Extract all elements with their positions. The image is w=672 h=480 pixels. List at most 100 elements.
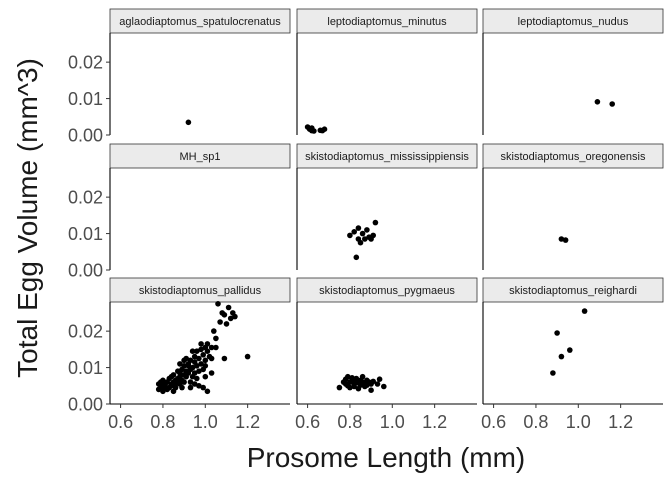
x-tick-label: 0.8 — [523, 412, 548, 432]
y-tick-label: 0.00 — [68, 126, 103, 146]
facet-strip — [482, 277, 664, 303]
data-point — [594, 99, 601, 105]
data-point — [351, 229, 358, 235]
data-point — [191, 353, 198, 360]
data-point — [194, 363, 200, 369]
data-point — [562, 237, 569, 243]
y-axis-title: Total Egg Volume (mm^3) — [12, 58, 43, 378]
facet-strip — [109, 143, 291, 169]
data-point — [204, 388, 211, 395]
facet-panel: aglaodiaptomus_spatulocrenatus 0.00 0.01 0.… — [68, 8, 291, 146]
data-point — [191, 370, 198, 376]
y-tick-label: 0.02 — [68, 53, 103, 73]
data-point — [223, 321, 230, 327]
facet-label: MH_sp1 — [180, 151, 221, 163]
x-axis-title: Prosome Length (mm) — [247, 442, 526, 473]
data-point — [567, 347, 573, 353]
data-point — [355, 225, 362, 231]
data-point — [227, 315, 234, 322]
data-point — [196, 368, 202, 375]
facet-label: skistodiaptomus_pygmaeus — [319, 285, 455, 297]
data-point — [364, 227, 370, 233]
data-point — [183, 355, 189, 362]
data-point — [376, 376, 383, 383]
data-point — [370, 378, 377, 385]
data-point — [200, 384, 206, 391]
data-point — [194, 375, 200, 382]
data-point — [217, 319, 223, 325]
data-point — [353, 375, 360, 382]
y-tick-label: 0.02 — [68, 188, 103, 208]
data-point — [198, 361, 204, 367]
facet-panel: skistodiaptomus_oregonensis — [482, 143, 664, 270]
data-point — [200, 352, 206, 358]
data-point — [213, 344, 219, 351]
data-point — [208, 344, 215, 351]
x-tick-label: 1.0 — [566, 412, 591, 432]
y-tick-label: 0.00 — [68, 261, 103, 281]
facet-strip — [109, 277, 291, 303]
x-tick-label: 0.6 — [481, 412, 506, 432]
x-tick-label: 1.2 — [422, 412, 447, 432]
data-point — [187, 379, 194, 385]
facet-strip — [296, 277, 478, 303]
data-point — [198, 341, 204, 347]
facet-strip — [482, 8, 664, 34]
data-point — [189, 348, 196, 355]
data-point — [554, 330, 560, 336]
data-point — [196, 383, 202, 389]
data-point — [181, 379, 187, 385]
data-point — [353, 254, 360, 261]
data-point — [213, 335, 219, 342]
data-point — [170, 372, 177, 378]
data-point — [374, 381, 381, 387]
facet-panel: leptodiaptomus_nudus — [482, 8, 664, 135]
data-point — [232, 313, 238, 320]
facet-strip — [482, 143, 664, 169]
data-point — [609, 101, 615, 107]
facet-label: skistodiaptomus_oregonensis — [501, 151, 646, 163]
data-point — [319, 127, 326, 134]
x-tick-label: 1.0 — [193, 412, 218, 432]
facet-label: skistodiaptomus_mississippiensis — [305, 151, 469, 163]
data-point — [208, 370, 215, 376]
data-point — [211, 328, 217, 334]
data-point — [172, 384, 179, 391]
x-tick-label: 1.2 — [235, 412, 260, 432]
facet-panel: leptodiaptomus_minutus — [296, 8, 478, 135]
data-point — [202, 363, 209, 369]
data-point — [347, 384, 353, 391]
y-tick-label: 0.01 — [68, 89, 103, 109]
data-point — [215, 301, 221, 307]
facet-label: skistodiaptomus_reighardi — [509, 285, 637, 297]
data-point — [581, 308, 588, 314]
data-point — [558, 353, 565, 360]
data-point — [177, 361, 183, 367]
x-tick-label: 0.8 — [150, 412, 175, 432]
facet-label: leptodiaptomus_minutus — [327, 16, 447, 28]
facet-panel: skistodiaptomus_pallidus 0.00 0.01 0.02 0.6 0… — [68, 277, 291, 432]
data-point — [189, 364, 196, 371]
data-point — [349, 375, 355, 381]
data-point — [208, 355, 215, 362]
x-tick-label: 0.8 — [337, 412, 362, 432]
y-tick-label: 0.01 — [68, 224, 103, 244]
data-point — [370, 232, 377, 239]
data-point — [225, 304, 232, 311]
facet-label: aglaodiaptomus_spatulocrenatus — [119, 16, 281, 28]
facet-panel: skistodiaptomus_mississippiensis — [296, 143, 478, 270]
data-point — [347, 232, 353, 239]
facet-strip — [296, 8, 478, 34]
data-point — [368, 387, 374, 394]
x-tick-label: 1.2 — [608, 412, 633, 432]
data-point — [204, 341, 211, 347]
data-point — [202, 373, 209, 380]
data-point — [221, 355, 228, 362]
facet-label: skistodiaptomus_pallidus — [139, 285, 262, 297]
data-point — [221, 312, 228, 318]
x-tick-label: 1.0 — [380, 412, 405, 432]
y-tick-label: 0.02 — [68, 322, 103, 342]
data-point — [359, 373, 366, 380]
facet-panel: MH_sp1 0.00 0.01 0.02 — [68, 143, 291, 281]
